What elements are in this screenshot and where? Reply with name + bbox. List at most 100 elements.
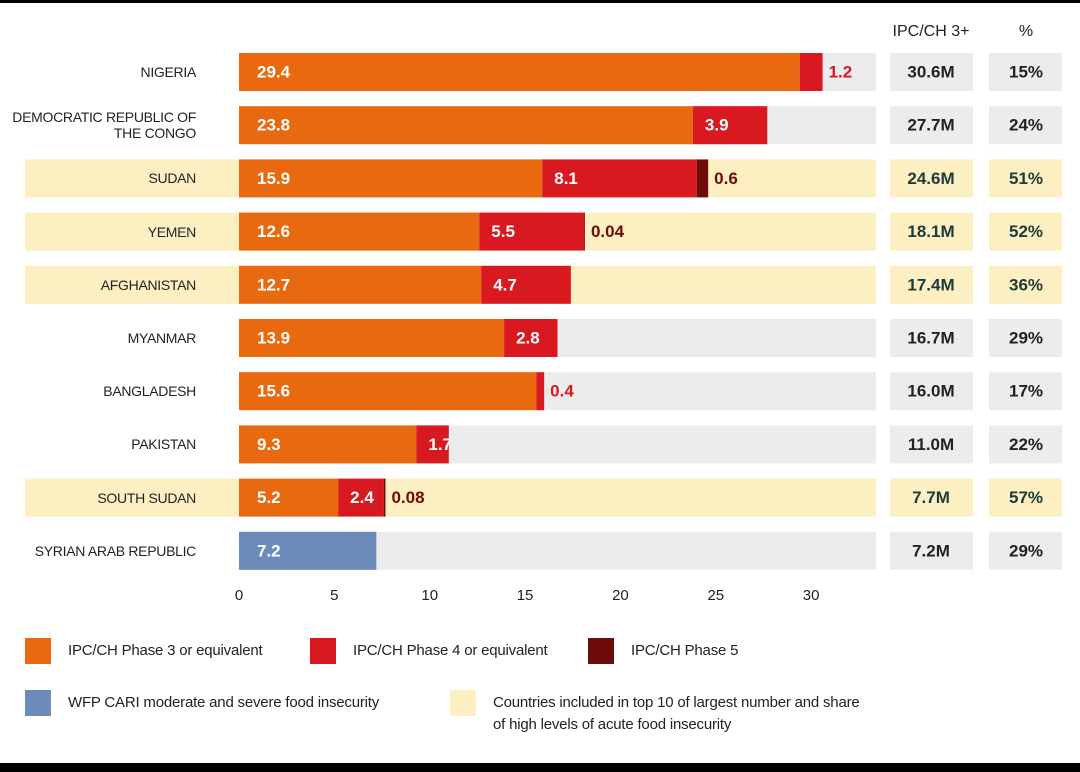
legend-swatch: [588, 638, 614, 664]
total-cell: [890, 372, 973, 411]
bar-segment: [239, 372, 537, 411]
total-cell: [890, 106, 973, 145]
category-label: SUDAN: [148, 170, 196, 187]
bar-segment: [584, 212, 585, 251]
bar-value-label: 15.6: [257, 382, 290, 401]
bar-segment: [416, 425, 449, 464]
bar-value-label: 12.6: [257, 222, 290, 241]
category-label: NIGERIA: [140, 64, 197, 80]
share-label: 36%: [1009, 275, 1043, 294]
share-cell: [989, 372, 1062, 411]
share-label: 29%: [1009, 328, 1043, 347]
share-label: 57%: [1009, 488, 1043, 507]
share-cell: [989, 478, 1062, 517]
x-tick-label: 30: [803, 587, 820, 604]
category-label: PAKISTAN: [131, 436, 196, 453]
row-background: [25, 478, 876, 517]
share-label: 15%: [1009, 62, 1043, 81]
column-header: %: [1019, 23, 1033, 40]
total-cell: [890, 319, 973, 357]
bar-value-label: 23.8: [257, 116, 290, 135]
total-cell: [890, 212, 973, 251]
category-label: YEMEN: [147, 223, 197, 240]
bar-value-label: 8.1: [554, 169, 578, 188]
share-cell: [989, 106, 1062, 145]
total-cell: [890, 265, 973, 304]
frame-bottom: [0, 763, 1080, 772]
bar-value-label: 29.4: [257, 62, 291, 81]
bar-segment: [239, 319, 505, 357]
share-label: 17%: [1009, 382, 1043, 401]
category-label: BANGLADESH: [103, 383, 196, 400]
total-cell: [890, 478, 973, 517]
share-cell: [989, 265, 1062, 304]
bar-value-label: 2.8: [516, 328, 540, 347]
category-label: DEMOCRATIC REPUBLIC OF THE CONGO: [12, 109, 196, 142]
bar-segment: [239, 106, 693, 145]
total-label: 17.4M: [907, 275, 954, 294]
bar-value-label: 9.3: [257, 435, 281, 454]
bar-value-label: 13.9: [257, 328, 290, 347]
total-label: 27.7M: [907, 116, 954, 135]
legend-swatch: [25, 690, 51, 716]
bar-segment: [239, 531, 377, 570]
bar-segment: [338, 478, 384, 517]
bar-value-label: 1.2: [829, 62, 853, 81]
bar-value-label: 5.5: [491, 222, 515, 241]
legend-swatch: [450, 690, 476, 716]
share-cell: [989, 53, 1062, 91]
bar-segment: [383, 478, 386, 517]
category-label: MYANMAR: [127, 330, 197, 346]
legend-label: IPC/CH Phase 5: [631, 642, 739, 659]
legend-swatch: [25, 638, 51, 664]
category-label: SYRIAN ARAB REPUBLIC: [34, 542, 197, 559]
bar-segment: [799, 53, 823, 91]
x-tick-label: 15: [517, 587, 534, 604]
share-cell: [989, 319, 1062, 357]
legend-label: WFP CARI moderate and severe food insecu…: [68, 694, 380, 711]
total-label: 18.1M: [907, 222, 954, 241]
bar-value-label: 12.7: [257, 275, 290, 294]
bar-segment: [536, 372, 545, 411]
bar-value-label: 0.6: [714, 169, 738, 188]
x-tick-label: 5: [330, 587, 338, 604]
bar-value-label: 15.9: [257, 169, 290, 188]
bar-segment: [239, 212, 480, 251]
bar-segment: [479, 212, 585, 251]
category-label: SOUTH SUDAN: [97, 489, 196, 506]
total-label: 24.6M: [907, 169, 954, 188]
bar-value-label: 4.7: [493, 275, 517, 294]
share-label: 51%: [1009, 169, 1043, 188]
bar-segment: [239, 53, 800, 91]
total-label: 16.0M: [907, 382, 954, 401]
total-cell: [890, 425, 973, 464]
total-cell: [890, 159, 973, 198]
bar-value-label: 1.7: [428, 435, 452, 454]
bar-segment: [696, 159, 709, 198]
share-cell: [989, 212, 1062, 251]
bar-segment: [239, 478, 339, 517]
bar-segment: [239, 159, 543, 198]
bar-value-label: 0.4: [550, 382, 574, 401]
bar-value-label: 7.2: [257, 541, 281, 560]
total-label: 7.2M: [912, 541, 950, 560]
x-tick-label: 0: [235, 587, 243, 604]
share-label: 52%: [1009, 222, 1043, 241]
legend-label: Countries included in top 10 of largest …: [493, 694, 860, 733]
share-cell: [989, 159, 1062, 198]
x-tick-label: 10: [421, 587, 438, 604]
frame-top: [0, 0, 1080, 3]
x-tick-label: 20: [612, 587, 629, 604]
total-cell: [890, 53, 973, 91]
bar-value-label: 2.4: [350, 488, 374, 507]
total-label: 7.7M: [912, 488, 950, 507]
bar-value-label: 3.9: [705, 116, 729, 135]
bar-segment: [542, 159, 697, 198]
bar-segment: [239, 265, 482, 304]
bar-segment: [481, 265, 571, 304]
total-cell: [890, 531, 973, 570]
total-label: 16.7M: [907, 328, 954, 347]
bar-value-label: 5.2: [257, 488, 281, 507]
